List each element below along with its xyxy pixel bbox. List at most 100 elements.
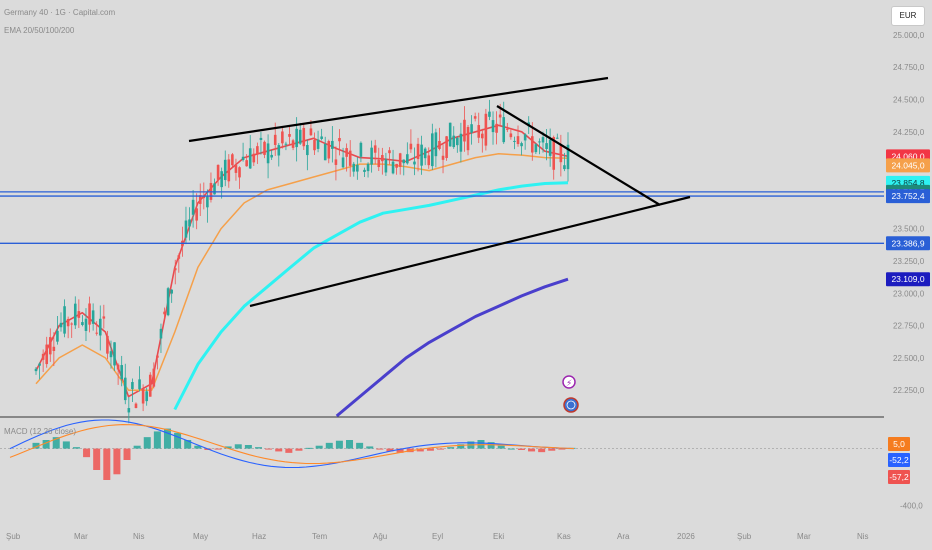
candle-body (566, 144, 570, 170)
price-tag-label: 24.045,0 (891, 160, 924, 170)
candle-body (156, 355, 159, 358)
trendline-falling-wedge-top[interactable] (496, 105, 661, 206)
y-tick-label: 24.500,0 (893, 96, 925, 105)
macd-histogram-bar (62, 441, 70, 449)
candle-body (70, 323, 74, 325)
candle-body (109, 351, 113, 358)
macd-histogram-bar (487, 442, 495, 449)
candle-body (423, 148, 427, 159)
y-tick-label: 24.750,0 (893, 63, 925, 72)
series-line-ema-100 (173, 181, 569, 411)
lightning-event-icon[interactable] (562, 375, 576, 389)
x-tick-label: Ağu (373, 532, 387, 541)
candle-body (295, 128, 298, 148)
macd-histogram-bar (184, 440, 192, 449)
candle-body (63, 306, 66, 334)
macd-histogram-bar (275, 448, 283, 452)
candle-body (498, 114, 502, 118)
candle-body (145, 391, 148, 402)
candle-body (134, 403, 138, 408)
macd-histogram-bar (123, 448, 131, 460)
trendline-upper-channel[interactable] (188, 76, 609, 143)
candle-body (231, 154, 234, 166)
globe-event-icon[interactable] (563, 397, 579, 413)
x-tick-label: May (193, 532, 208, 541)
candle-body (509, 133, 513, 138)
indicator-label: EMA 20/50/100/200 (4, 26, 75, 35)
candle-body (366, 163, 370, 172)
candle-body (456, 137, 459, 146)
candle-body (259, 137, 263, 140)
x-tick-label: Mar (74, 532, 88, 541)
candle-body (363, 169, 366, 172)
candle-body (398, 153, 402, 167)
candle-body (188, 219, 191, 227)
macd-label: MACD (12 26 close) (4, 427, 77, 436)
macd-histogram-bar (295, 448, 303, 451)
candle-body (220, 171, 223, 188)
candle-body (302, 127, 306, 147)
candle-body (252, 153, 256, 163)
candle-body (195, 208, 198, 221)
macd-value-tag (888, 453, 910, 467)
candle-body (206, 196, 209, 208)
candle-body (338, 137, 341, 142)
macd-histogram-bar (325, 442, 333, 449)
candle-body (413, 161, 416, 165)
candle-body (388, 150, 391, 154)
candle-body (448, 122, 452, 147)
candle-body (281, 131, 284, 144)
x-tick-label: Ara (617, 532, 630, 541)
candle-body (402, 159, 406, 164)
macd-value-tag-label: -57,2 (889, 472, 909, 482)
candle-body (427, 155, 431, 166)
candle-body (555, 137, 559, 139)
candle-body (466, 127, 470, 151)
macd-histogram-bar (416, 448, 424, 452)
macd-histogram-bar (457, 444, 465, 449)
candle-body (56, 330, 59, 342)
macd-histogram-bar (224, 446, 232, 449)
x-tick-label: Eyl (432, 532, 443, 541)
candle-body (327, 141, 331, 159)
y-tick-label: 24.250,0 (893, 128, 925, 137)
macd-value-tag-label: 5,0 (893, 439, 905, 449)
x-tick-label: Nis (857, 532, 869, 541)
candle-body (316, 139, 320, 149)
macd-value-tag (888, 470, 910, 484)
macd-histogram-bar (517, 448, 525, 450)
candle-body (434, 132, 438, 157)
macd-histogram-bar (163, 428, 171, 449)
price-tag-label: 23.109,0 (891, 274, 924, 284)
candle-body (45, 344, 49, 365)
macd-histogram-bar (42, 440, 50, 449)
candle-body (277, 145, 281, 156)
candle-body (216, 164, 220, 180)
candle-body (341, 157, 345, 168)
price-tag-label: 23.854,8 (891, 178, 924, 188)
candle-body (266, 143, 270, 164)
candle-body (391, 161, 395, 174)
trendline-lower-channel[interactable] (249, 195, 691, 308)
candle-body (248, 148, 252, 169)
candle-body (138, 379, 141, 390)
candle-body (406, 154, 409, 164)
currency-button[interactable]: EUR (891, 6, 925, 26)
candle-body (184, 220, 188, 238)
candle-body (141, 388, 145, 404)
x-tick-label: 2026 (677, 532, 695, 541)
candle-body (491, 120, 495, 133)
candle-body (452, 135, 456, 148)
candle-body (106, 335, 109, 354)
candle-body (48, 337, 52, 355)
y-tick-label: 25.000,0 (893, 31, 925, 40)
candle-body (123, 377, 127, 401)
candle-body (470, 124, 473, 133)
macd-histogram-bar (548, 448, 556, 451)
candle-body (59, 322, 63, 328)
candle-body (288, 134, 291, 137)
candle-body (41, 353, 45, 360)
candle-body (66, 318, 70, 327)
